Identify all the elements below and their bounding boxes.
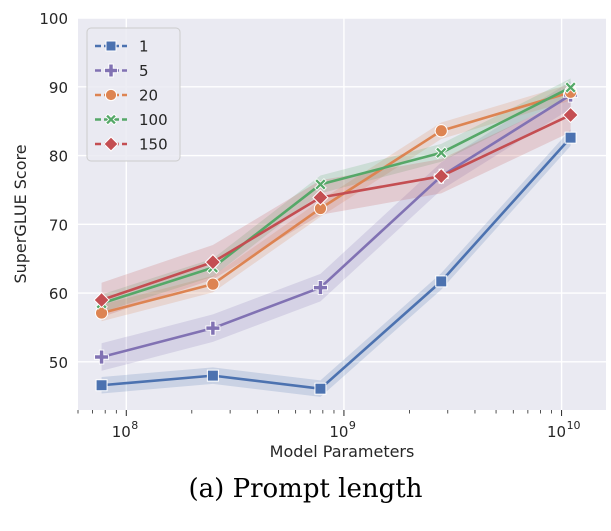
legend-label-5: 5: [139, 62, 149, 80]
data-point-100: [314, 178, 327, 191]
data-point-20: [206, 277, 220, 291]
x-tick-label: 10: [547, 423, 566, 441]
data-point-5: [205, 320, 221, 336]
legend-marker-5: [104, 63, 118, 78]
data-point-1: [435, 275, 448, 288]
x-axis-label: Model Parameters: [270, 442, 415, 461]
x-tick-exponent: 10: [567, 419, 581, 432]
legend-label-150: 150: [139, 136, 168, 154]
y-tick-label: 100: [39, 10, 68, 28]
x-tick-label: 10: [329, 423, 348, 441]
legend-label-1: 1: [139, 38, 149, 56]
x-tick-exponent: 9: [349, 419, 356, 432]
data-point-150: [312, 189, 329, 206]
data-point-100-shape: [314, 178, 327, 191]
series-band-20: [101, 84, 571, 322]
legend-box: [86, 27, 181, 162]
y-tick-label: 70: [49, 216, 68, 234]
data-point-1: [95, 379, 108, 392]
data-point-100-shape: [564, 81, 577, 94]
data-point-150: [93, 291, 110, 309]
y-axis-label: SuperGLUE Score: [11, 144, 30, 283]
y-tick-label: 90: [49, 79, 68, 97]
data-point-150: [562, 106, 579, 124]
data-point-150: [204, 253, 222, 271]
data-point-1: [564, 131, 577, 144]
data-point-20: [434, 124, 448, 138]
data-point-5: [94, 349, 110, 365]
y-tick-label: 60: [49, 285, 68, 303]
legend-marker-100: [104, 113, 118, 126]
legend-label-100: 100: [139, 111, 168, 129]
figure-caption: (a) Prompt length: [188, 474, 423, 504]
series-markers: [93, 81, 579, 395]
legend-marker-20: [104, 88, 118, 102]
legend-marker-150: [103, 136, 119, 152]
y-tick-label: 50: [49, 354, 68, 372]
data-point-1: [314, 382, 327, 395]
series-band-5: [101, 81, 571, 371]
y-tick-label: 80: [49, 148, 68, 166]
data-point-100: [564, 81, 577, 94]
legend-marker-1: [105, 40, 117, 52]
x-tick-exponent: 8: [131, 419, 138, 432]
y-axis-ticks: 50 60 70 80 90 100: [39, 10, 68, 372]
legend: 1 5 20 100 150: [86, 27, 181, 162]
data-point-100-shape: [434, 146, 448, 160]
data-point-5: [312, 280, 328, 296]
data-point-150: [433, 167, 450, 185]
legend-label-20: 20: [139, 87, 158, 105]
x-tick-label: 10: [112, 423, 131, 441]
legend-marker-100-shape: [104, 113, 118, 126]
data-point-1: [206, 369, 219, 382]
x-axis-ticks: 10 8 10 9 10 10: [77, 410, 581, 441]
data-point-100: [434, 146, 448, 160]
